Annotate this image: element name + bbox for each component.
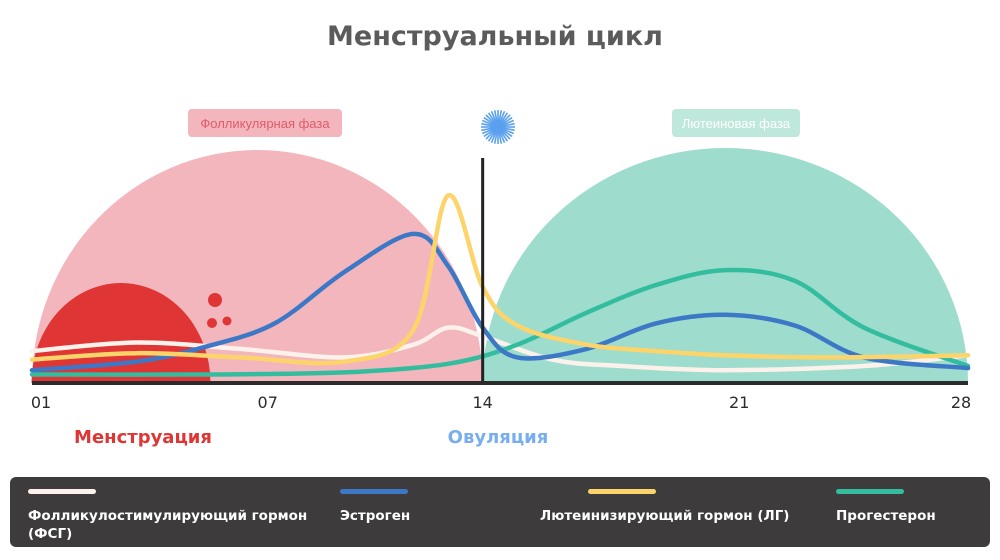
x-tick-label: 01 — [31, 393, 51, 412]
event-label-menstruation: Менструация — [74, 427, 212, 448]
series-line-lh — [29, 193, 971, 366]
blood-drop-2 — [207, 318, 217, 328]
x-axis: 01 07 14 21 28 — [31, 110, 971, 412]
x-tick-label: 07 — [258, 393, 278, 412]
event-label-ovulation: Овуляция — [448, 427, 549, 448]
legend-label-progesterone: Прогестерон — [836, 508, 936, 524]
phase-label-follicular: Фолликулярная фаза — [200, 116, 330, 131]
legend-label-fsh: Фолликулостимулирующий гормон (ФСГ) — [28, 508, 308, 542]
blood-drop-1 — [208, 293, 222, 307]
x-tick-label: 21 — [729, 393, 749, 412]
legend-label-estrogen: Эстроген — [340, 508, 411, 524]
chart-title: Менструальный цикл — [327, 21, 663, 52]
hormone-curves — [29, 193, 971, 377]
ovulation-sun-icon — [481, 110, 515, 144]
x-tick-label: 28 — [951, 393, 971, 412]
x-tick-label: 14 — [472, 393, 492, 412]
phase-label-luteal: Лютеиновая фаза — [682, 116, 791, 131]
phase-area-luteal — [482, 148, 968, 383]
blood-drop-3 — [222, 316, 232, 326]
legend-swatch-lh — [588, 489, 656, 494]
legend: Фолликулостимулирующий гормон (ФСГ) Эстр… — [10, 477, 990, 547]
cycle-events: Менструация Овуляция — [74, 427, 548, 448]
legend-swatch-progesterone — [836, 489, 904, 494]
phase-label-bg-luteal — [672, 109, 800, 137]
legend-label-lh: Лютеинизирующий гормон (ЛГ) — [540, 508, 790, 524]
phase-label-bg-follicular — [188, 109, 342, 137]
legend-swatch-estrogen — [340, 489, 408, 494]
series-line-progesterone — [29, 267, 971, 377]
legend-swatch-fsh — [28, 489, 96, 494]
